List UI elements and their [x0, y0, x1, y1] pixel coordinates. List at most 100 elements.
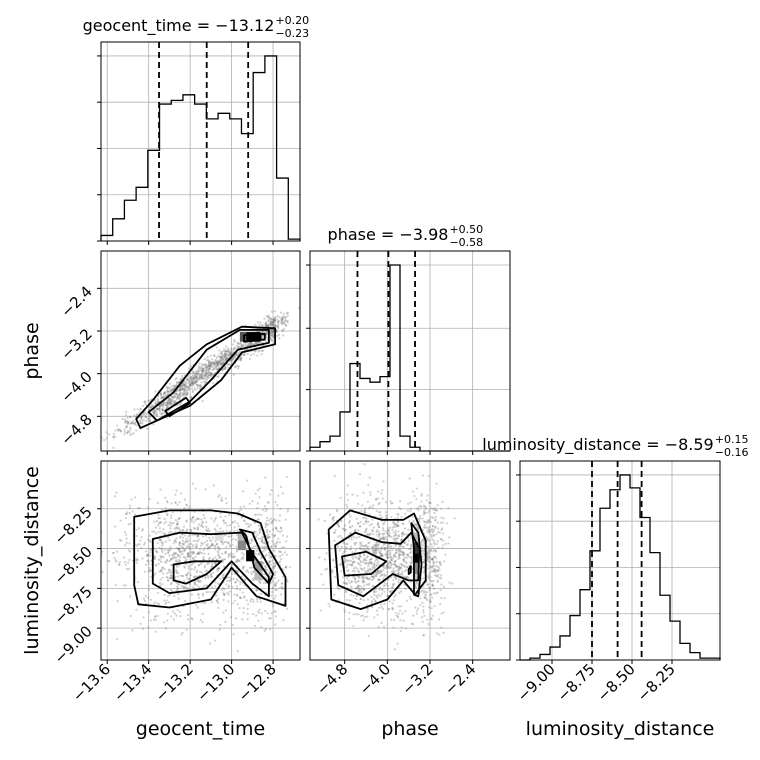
sample-point: [274, 584, 277, 587]
sample-point: [175, 565, 179, 568]
sample-point: [398, 547, 401, 551]
sample-point: [217, 601, 220, 605]
sample-point: [380, 603, 383, 606]
sample-point: [177, 564, 181, 567]
sample-point: [373, 593, 376, 597]
sample-point: [143, 570, 146, 573]
sample-point: [201, 369, 204, 372]
sample-point: [426, 539, 429, 542]
sample-point: [427, 576, 430, 579]
sample-point: [140, 536, 143, 539]
sample-point: [399, 566, 403, 569]
sample-point: [375, 509, 378, 513]
sample-point: [227, 366, 230, 369]
sample-point: [170, 547, 173, 551]
sample-point: [347, 559, 350, 562]
sample-point: [158, 538, 161, 541]
sample-point: [379, 571, 383, 574]
sample-point: [428, 556, 432, 559]
sample-point: [140, 416, 143, 419]
sample-point: [148, 420, 152, 423]
sample-point: [351, 561, 354, 565]
sample-point: [227, 347, 230, 350]
sample-point: [361, 576, 364, 579]
sample-point: [179, 556, 182, 559]
sample-point: [180, 375, 184, 378]
sample-point: [405, 575, 408, 578]
sample-point: [225, 358, 228, 361]
sample-point: [348, 519, 352, 523]
sample-point: [256, 502, 259, 505]
sample-point: [274, 623, 277, 626]
sample-point: [256, 600, 259, 603]
sample-point: [435, 550, 438, 553]
sample-point: [158, 546, 161, 549]
sample-points-phase_vs_geocent_time: [101, 306, 300, 449]
sample-point: [400, 538, 403, 541]
sample-point: [176, 553, 180, 556]
sample-point: [229, 616, 232, 619]
sample-point: [185, 563, 188, 566]
sample-point: [196, 387, 199, 390]
sample-point: [202, 368, 205, 371]
sample-point: [394, 560, 397, 563]
sample-point: [129, 433, 132, 436]
sample-point: [126, 431, 129, 435]
sample-point: [175, 537, 178, 540]
sample-point: [198, 552, 201, 555]
sample-point: [135, 528, 138, 532]
sample-point: [190, 380, 194, 383]
sample-point: [278, 337, 281, 340]
sample-point: [183, 566, 186, 569]
sample-point: [189, 528, 192, 532]
sample-point: [205, 373, 208, 376]
sample-point: [366, 577, 369, 580]
sample-point: [378, 501, 381, 505]
sample-point: [129, 595, 132, 598]
sample-point: [165, 500, 169, 503]
sample-point: [440, 574, 443, 577]
sample-point: [126, 431, 129, 434]
sample-point: [389, 561, 393, 564]
sample-point: [280, 322, 284, 326]
sample-point: [186, 552, 189, 555]
sample-point: [233, 599, 236, 603]
sample-point: [380, 538, 383, 541]
sample-point: [249, 354, 253, 357]
sample-point: [269, 322, 272, 325]
sample-point: [394, 548, 397, 551]
sample-point: [185, 529, 188, 533]
sample-point: [419, 597, 422, 600]
sample-point: [433, 569, 437, 572]
sample-point: [159, 521, 162, 524]
sample-point: [267, 323, 270, 327]
sample-point: [433, 555, 436, 558]
sample-point: [154, 630, 157, 633]
sample-point: [406, 509, 410, 512]
sample-point: [441, 532, 445, 535]
sample-point: [266, 516, 269, 519]
sample-point: [354, 587, 357, 590]
sample-point: [333, 475, 336, 478]
sample-point: [430, 507, 433, 510]
sample-point: [216, 375, 219, 378]
sample-point: [135, 424, 138, 427]
sample-point: [388, 535, 392, 538]
sample-point: [125, 425, 128, 429]
sample-point: [223, 356, 226, 359]
sample-point: [190, 518, 193, 521]
sample-point: [379, 552, 382, 555]
sample-point: [380, 592, 383, 595]
sample-point: [370, 523, 373, 526]
sample-point: [204, 365, 207, 369]
sample-point: [425, 536, 428, 539]
sample-point: [218, 555, 221, 559]
sample-point: [189, 376, 192, 379]
sample-point: [406, 566, 409, 569]
sample-point: [416, 609, 419, 612]
sample-point: [384, 574, 387, 577]
sample-point: [224, 521, 227, 524]
sample-point: [231, 602, 234, 605]
sample-point: [204, 488, 207, 491]
sample-point: [200, 518, 203, 521]
